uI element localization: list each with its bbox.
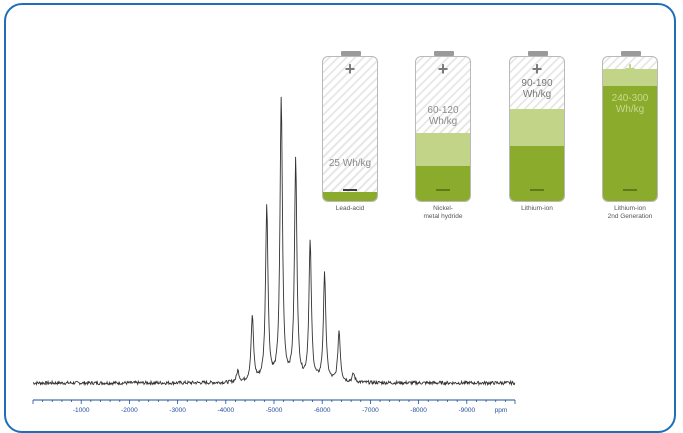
- x-tick-label: -1000: [73, 407, 90, 414]
- battery-cap: [621, 51, 641, 56]
- battery-type-label: Nickel-metal hydride: [405, 205, 481, 221]
- battery-cap: [341, 51, 361, 56]
- minus-terminal-icon: [530, 189, 544, 191]
- x-axis-ticks: -1000 -2000 -3000 -4000 -5000 -6000 -7000 -8000…: [32, 400, 516, 414]
- plus-terminal-icon: +: [624, 59, 636, 79]
- battery-type-label: Lithium-ion 2nd Generation: [592, 205, 668, 221]
- battery-body: +25 Wh/kg: [322, 56, 378, 202]
- battery-fill-dark: [603, 85, 657, 201]
- battery-type-label: Lithium-ion: [499, 205, 575, 213]
- minus-terminal-icon: [436, 189, 450, 191]
- battery-type-label: Lead-acid: [312, 205, 388, 213]
- plus-terminal-icon: +: [531, 59, 543, 79]
- x-tick-label: -7000: [362, 407, 379, 414]
- battery-fill-dark: [416, 166, 470, 201]
- battery-body: +90-190 Wh/kg: [509, 56, 565, 202]
- spectrum-trace: [32, 96, 516, 387]
- battery-body: +60-120 Wh/kg: [415, 56, 471, 202]
- capacity-label: 90-190 Wh/kg: [521, 78, 553, 100]
- x-axis-unit-label: ppm: [495, 407, 508, 414]
- x-tick-label: -6000: [314, 407, 331, 414]
- capacity-label: 60-120 Wh/kg: [427, 105, 459, 127]
- x-tick-label: -3000: [169, 407, 186, 414]
- battery-cap: [528, 51, 548, 56]
- battery-fill-light: [416, 133, 470, 167]
- x-tick-label: -9000: [458, 407, 475, 414]
- battery-type-line1: Lithium-ion: [521, 205, 553, 212]
- x-tick-label: -5000: [266, 407, 283, 414]
- x-tick-label: -8000: [410, 407, 427, 414]
- battery-cap: [434, 51, 454, 56]
- battery-type-line2: metal hydride: [423, 213, 463, 220]
- battery-type-line1: Nickel-: [433, 205, 453, 212]
- battery-fill-light: [603, 68, 657, 86]
- battery-fill-dark: [510, 146, 564, 201]
- capacity-label: 240-300 Wh/kg: [611, 93, 649, 115]
- battery-type-line2: 2nd Generation: [607, 213, 653, 220]
- capacity-label: 25 Wh/kg: [328, 158, 372, 169]
- minus-terminal-icon: [343, 189, 357, 191]
- plus-terminal-icon: +: [344, 59, 356, 79]
- x-tick-label: -4000: [217, 407, 234, 414]
- plus-terminal-icon: +: [437, 59, 449, 79]
- nmr-spectrum-chart: -1000 -2000 -3000 -4000 -5000 -6000 -7000 -8000…: [32, 96, 516, 414]
- battery-type-line1: Lithium-ion: [614, 205, 646, 212]
- x-tick-label: -2000: [121, 407, 138, 414]
- battery-fill-dark: [323, 192, 377, 201]
- battery-type-line1: Lead-acid: [335, 205, 365, 212]
- minus-terminal-icon: [623, 189, 637, 191]
- battery-body: +240-300 Wh/kg: [602, 56, 658, 202]
- battery-fill-light: [510, 108, 564, 147]
